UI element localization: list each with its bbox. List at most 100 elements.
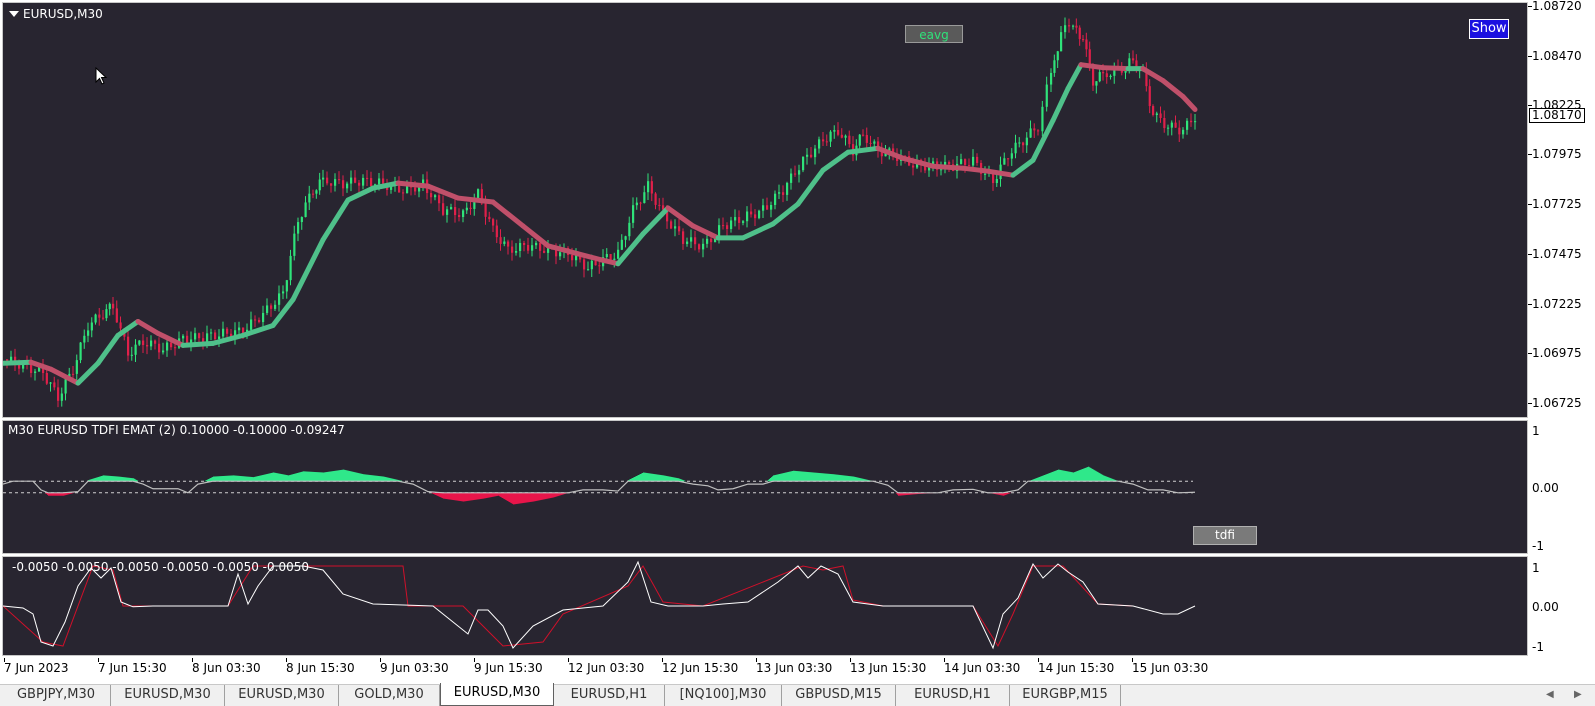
tdfi-histogram-bar xyxy=(840,475,842,482)
tdfi-histogram-bar xyxy=(896,492,898,494)
tdfi-histogram-bar xyxy=(471,492,473,501)
tdfi-histogram-bar xyxy=(94,478,96,482)
tdfi-histogram-bar xyxy=(122,477,124,482)
show-button[interactable]: Show xyxy=(1469,19,1509,39)
candle-body xyxy=(718,225,721,236)
time-axis-tick xyxy=(850,658,851,662)
tdfi-histogram-bar xyxy=(262,475,264,482)
tdfi-histogram-bar xyxy=(49,492,51,496)
candle-body xyxy=(758,210,761,219)
tdfi-histogram-bar xyxy=(70,492,72,494)
tdfi-histogram-bar xyxy=(1075,471,1077,482)
tdfi-histogram-bar xyxy=(129,477,131,482)
chart-tab[interactable]: EURUSD,M30 xyxy=(225,685,339,706)
tdfi-histogram-bar xyxy=(518,492,520,504)
chart-tab[interactable]: EURUSD,H1 xyxy=(554,685,665,706)
chart-tab[interactable]: GBPJPY,M30 xyxy=(2,685,111,706)
tdfi-histogram-bar xyxy=(657,474,659,482)
arrow-left-icon[interactable]: ◀ xyxy=(1546,689,1554,700)
tdfi-histogram-bar xyxy=(670,476,672,482)
tdfi-histogram-bar xyxy=(396,479,398,482)
tdfi-histogram-bar xyxy=(629,479,631,482)
chart-tab[interactable]: EURUSD,M30 xyxy=(111,685,225,706)
price-chart-pane[interactable]: EURUSD,M30 eavg Show xyxy=(2,2,1528,418)
tdfi-histogram-bar xyxy=(781,473,783,482)
tdfi-histogram-bar xyxy=(279,473,281,482)
tdfi-histogram-bar xyxy=(510,492,512,503)
tdfi-histogram-bar xyxy=(564,492,566,495)
tdfi-histogram-bar xyxy=(860,478,862,482)
tdfi-indicator-pane[interactable]: M30 EURUSD TDFI EMAT (2) 0.10000 -0.1000… xyxy=(2,420,1528,554)
tdfi-histogram-bar xyxy=(528,492,530,503)
tdfi-histogram-bar xyxy=(1046,474,1048,482)
tdfi-histogram-bar xyxy=(906,492,908,496)
chart-tab[interactable]: EURGBP,M15 xyxy=(1010,685,1121,706)
time-axis[interactable]: 7 Jun 2023 7 Jun 15:30 8 Jun 03:30 8 Jun 15… xyxy=(0,658,1528,682)
candle-body xyxy=(571,255,574,261)
triangle-down-icon[interactable] xyxy=(9,11,19,17)
arrow-right-icon[interactable]: ▶ xyxy=(1574,689,1582,700)
tdfi-histogram-bar xyxy=(808,472,810,482)
chart-tab[interactable]: GBPUSD,M15 xyxy=(782,685,896,706)
tdfi-histogram-bar xyxy=(550,492,552,499)
candle-body xyxy=(75,360,78,374)
tdfi-histogram-bar xyxy=(367,474,369,482)
candle-body xyxy=(1148,86,1151,107)
tdfi-histogram-bar xyxy=(837,474,839,482)
tdfi-histogram-bar xyxy=(393,478,395,482)
tdfi-histogram-bar xyxy=(911,492,913,495)
time-axis-tick xyxy=(756,658,757,662)
tdfi-histogram-bar xyxy=(69,492,71,495)
tdfi-histogram-bar xyxy=(381,476,383,482)
tdfi-histogram-bar xyxy=(784,472,786,482)
tdfi-histogram-bar xyxy=(125,477,127,482)
tdfi-histogram-bar xyxy=(1081,469,1083,482)
tdfi-histogram-bar xyxy=(100,476,102,482)
moving-average-segment xyxy=(270,297,296,328)
time-axis-label: 7 Jun 15:30 xyxy=(98,661,167,675)
tdfi-histogram-bar xyxy=(916,492,918,495)
chart-tab[interactable]: EURUSD,H1 xyxy=(896,685,1010,706)
candle-body xyxy=(877,141,880,151)
price-axis[interactable]: 1.08720 1.08470 1.08225 1.07975 1.07725 1.074… xyxy=(1528,0,1595,418)
chart-tab[interactable]: GOLD,M30 xyxy=(339,685,440,706)
tdfi-histogram-bar xyxy=(98,476,100,482)
tdfi-histogram-bar xyxy=(1048,473,1050,482)
tdfi-histogram-bar xyxy=(1034,478,1036,482)
tdfi-histogram-bar xyxy=(788,471,790,482)
tdfi-histogram-bar xyxy=(344,469,346,482)
tdfi-histogram-bar xyxy=(801,471,803,482)
tdfi-histogram-bar xyxy=(902,492,904,496)
candle-body xyxy=(810,154,813,158)
tdfi-histogram-bar xyxy=(440,492,442,498)
moving-average-segment xyxy=(3,359,34,366)
tdfi-histogram-bar xyxy=(373,475,375,482)
candle-body xyxy=(837,130,840,135)
chart-tab[interactable]: [NQ100],M30 xyxy=(665,685,782,706)
candle-body xyxy=(806,154,809,157)
tdfi-histogram-bar xyxy=(389,477,391,482)
tdfi-histogram-bar xyxy=(436,492,438,496)
tdfi-histogram-bar xyxy=(233,475,235,482)
moving-average-segment xyxy=(345,185,376,203)
tdfi-histogram-bar xyxy=(917,492,919,495)
candle-body xyxy=(1033,128,1036,131)
oscillator-pane[interactable]: -0.0050 -0.0050 -0.0050 -0.0050 -0.0050 … xyxy=(2,556,1528,656)
candle-body xyxy=(297,222,300,234)
tdfi-button[interactable]: tdfi xyxy=(1193,526,1257,545)
tdfi-histogram-bar xyxy=(96,477,98,482)
tdfi-histogram-bar xyxy=(667,476,669,482)
eavg-button[interactable]: eavg xyxy=(905,25,963,43)
tdfi-histogram-bar xyxy=(65,492,67,496)
candle-body xyxy=(770,204,773,210)
tdfi-histogram-bar xyxy=(490,492,492,498)
chart-tab[interactable]: EURUSD,M30 xyxy=(440,683,554,706)
candle-body xyxy=(210,332,213,334)
candle-body xyxy=(438,195,441,204)
moving-average-segment xyxy=(240,322,276,338)
tdfi-histogram-bar xyxy=(666,475,668,482)
tdfi-histogram-bar xyxy=(347,470,349,482)
tdfi-histogram-bar xyxy=(865,479,867,482)
tdfi-histogram-bar xyxy=(521,492,523,504)
symbol-title[interactable]: EURUSD,M30 xyxy=(9,7,103,21)
